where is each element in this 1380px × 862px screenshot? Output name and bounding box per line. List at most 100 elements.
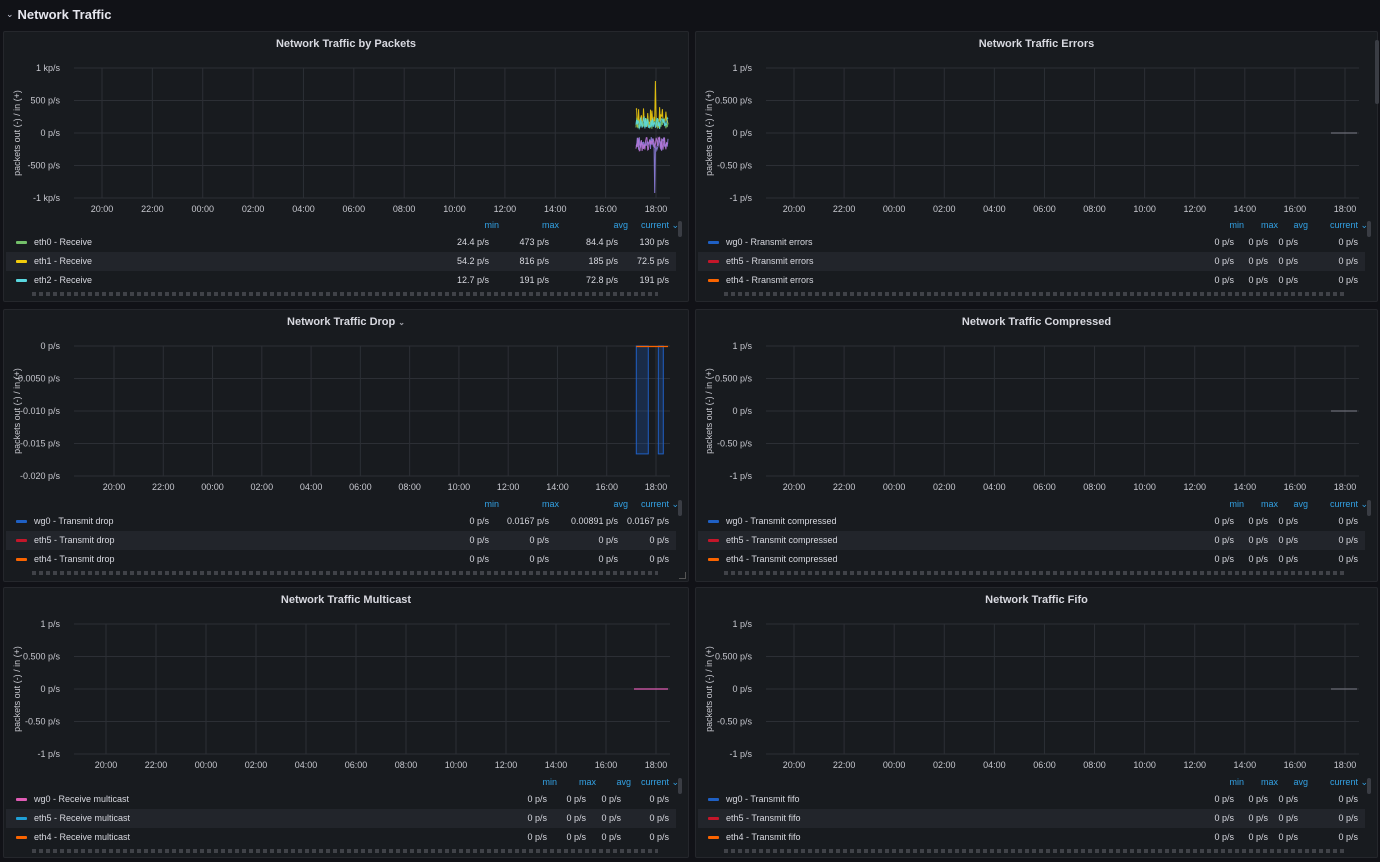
series-line[interactable] (635, 80, 669, 129)
legend-column-min[interactable]: min (542, 777, 557, 787)
legend-series-name[interactable]: eth1 - Receive (34, 256, 93, 266)
legend-row[interactable]: eth5 - Transmit compressed 0 p/s 0 p/s 0 p/… (698, 531, 1365, 550)
page-scrollbar[interactable] (1375, 40, 1379, 104)
legend-color-swatch[interactable] (708, 279, 719, 282)
panel-title[interactable]: Network Traffic Drop ⌄ (4, 316, 688, 328)
panel-network-traffic-by-packets[interactable]: Network Traffic by Packets packets out (-… (3, 31, 689, 302)
legend-scrollbar[interactable] (1367, 778, 1371, 794)
legend-series-name[interactable]: wg0 - Transmit compressed (726, 516, 837, 526)
legend-column-current[interactable]: current ⌄ (1329, 220, 1368, 230)
legend-column-min[interactable]: min (1229, 499, 1244, 509)
legend-column-max[interactable]: max (1260, 220, 1278, 230)
legend-scrollbar[interactable] (1367, 221, 1371, 237)
legend-series-name[interactable]: eth4 - Receive multicast (34, 832, 131, 842)
panel-network-traffic-multicast[interactable]: Network Traffic Multicast packets out (-)… (3, 587, 689, 858)
legend-scrollbar[interactable] (1367, 500, 1371, 516)
panel-network-traffic-drop[interactable]: Network Traffic Drop ⌄ packets out (-) / i… (3, 309, 689, 582)
legend-column-avg[interactable]: avg (613, 499, 628, 509)
legend-column-current[interactable]: current ⌄ (1329, 777, 1368, 787)
legend-column-avg[interactable]: avg (613, 220, 628, 230)
legend-column-min[interactable]: min (1229, 220, 1244, 230)
legend-series-name[interactable]: eth0 - Receive (34, 237, 93, 247)
legend-series-name[interactable]: eth5 - Transmit fifo (726, 813, 801, 823)
legend-column-min[interactable]: min (484, 499, 499, 509)
graph-area[interactable]: packets out (-) / in (+) 1 kp/s 500 p/s 0 p… (4, 32, 689, 222)
legend-color-swatch[interactable] (708, 558, 719, 561)
panel-title[interactable]: Network Traffic by Packets (4, 38, 688, 50)
legend-column-current[interactable]: current ⌄ (640, 777, 679, 787)
series-line[interactable] (635, 136, 669, 152)
legend-column-max[interactable]: max (541, 220, 559, 230)
graph-area[interactable]: packets out (-) / in (+) 1 p/s 0.500 p/s 0 … (696, 310, 1378, 500)
legend-row[interactable]: eth5 - Transmit fifo 0 p/s 0 p/s 0 p/s 0 p/s (698, 809, 1365, 828)
legend-color-swatch[interactable] (708, 520, 719, 523)
legend-color-swatch[interactable] (16, 260, 27, 263)
legend-row[interactable]: eth4 - Rransmit errors 0 p/s 0 p/s 0 p/s 0 p… (698, 271, 1365, 290)
legend-row[interactable]: wg0 - Transmit drop 0 p/s 0.0167 p/s 0.0089… (6, 512, 676, 531)
series-bar[interactable] (635, 345, 649, 455)
legend-series-name[interactable]: eth5 - Transmit drop (34, 535, 115, 545)
legend-color-swatch[interactable] (708, 260, 719, 263)
graph-area[interactable]: packets out (-) / in (+) 0 p/s -0.0050 p/s… (4, 310, 689, 500)
legend-series-name[interactable]: eth5 - Receive multicast (34, 813, 131, 823)
legend-column-avg[interactable]: avg (616, 777, 631, 787)
series-bar[interactable] (657, 345, 664, 455)
legend-scrollbar[interactable] (678, 500, 682, 516)
legend-color-swatch[interactable] (708, 241, 719, 244)
legend-series-name[interactable]: eth4 - Transmit drop (34, 554, 115, 564)
legend-column-current[interactable]: current ⌄ (640, 220, 679, 230)
resize-handle[interactable] (679, 572, 686, 579)
legend-column-current[interactable]: current ⌄ (640, 499, 679, 509)
legend-row[interactable]: eth0 - Receive 24.4 p/s 473 p/s 84.4 p/s 130… (6, 233, 676, 252)
legend-column-max[interactable]: max (578, 777, 596, 787)
panel-title[interactable]: Network Traffic Fifo (696, 594, 1377, 606)
legend-column-max[interactable]: max (541, 499, 559, 509)
legend-color-swatch[interactable] (16, 817, 27, 820)
chevron-down-icon[interactable]: ⌄ (398, 318, 405, 327)
legend-row[interactable]: eth4 - Transmit drop 0 p/s 0 p/s 0 p/s 0 p/s (6, 550, 676, 569)
legend-column-current[interactable]: current ⌄ (1329, 499, 1368, 509)
legend-row[interactable]: wg0 - Transmit compressed 0 p/s 0 p/s 0 p/s… (698, 512, 1365, 531)
legend-row[interactable]: eth4 - Transmit compressed 0 p/s 0 p/s 0 p/… (698, 550, 1365, 569)
row-header-network-traffic[interactable]: ⌄ Network Traffic (0, 0, 1380, 28)
legend-color-swatch[interactable] (708, 817, 719, 820)
legend-color-swatch[interactable] (16, 558, 27, 561)
legend-series-name[interactable]: eth5 - Rransmit errors (726, 256, 814, 266)
legend-scrollbar[interactable] (678, 778, 682, 794)
panel-title[interactable]: Network Traffic Multicast (4, 594, 688, 606)
legend-column-min[interactable]: min (484, 220, 499, 230)
legend-row[interactable]: eth5 - Receive multicast 0 p/s 0 p/s 0 p/s 0… (6, 809, 676, 828)
legend-series-name[interactable]: eth4 - Transmit fifo (726, 832, 801, 842)
panel-network-traffic-fifo[interactable]: Network Traffic Fifo packets out (-) / in… (695, 587, 1378, 858)
graph-area[interactable]: packets out (-) / in (+) 1 p/s 0.500 p/s 0 … (4, 588, 689, 778)
legend-row[interactable]: eth1 - Receive 54.2 p/s 816 p/s 185 p/s 72.5… (6, 252, 676, 271)
graph-area[interactable]: packets out (-) / in (+) 1 p/s 0.500 p/s 0 … (696, 588, 1378, 778)
legend-series-name[interactable]: wg0 - Rransmit errors (726, 237, 813, 247)
legend-column-max[interactable]: max (1260, 499, 1278, 509)
legend-row[interactable]: wg0 - Transmit fifo 0 p/s 0 p/s 0 p/s 0 p/s (698, 790, 1365, 809)
legend-column-min[interactable]: min (1229, 777, 1244, 787)
legend-series-name[interactable]: eth4 - Rransmit errors (726, 275, 814, 285)
legend-series-name[interactable]: wg0 - Transmit fifo (726, 794, 800, 804)
legend-series-name[interactable]: eth4 - Transmit compressed (726, 554, 838, 564)
series-line[interactable] (635, 115, 669, 131)
legend-row[interactable]: wg0 - Rransmit errors 0 p/s 0 p/s 0 p/s 0 p/… (698, 233, 1365, 252)
panel-title[interactable]: Network Traffic Errors (696, 38, 1377, 50)
legend-series-name[interactable]: eth5 - Transmit compressed (726, 535, 838, 545)
legend-color-swatch[interactable] (16, 539, 27, 542)
legend-series-name[interactable]: wg0 - Transmit drop (34, 516, 114, 526)
panel-network-traffic-errors[interactable]: Network Traffic Errors packets out (-) / … (695, 31, 1378, 302)
legend-series-name[interactable]: wg0 - Receive multicast (34, 794, 130, 804)
legend-column-avg[interactable]: avg (1293, 499, 1308, 509)
legend-row[interactable]: eth5 - Rransmit errors 0 p/s 0 p/s 0 p/s 0 p… (698, 252, 1365, 271)
legend-color-swatch[interactable] (16, 836, 27, 839)
panel-network-traffic-compressed[interactable]: Network Traffic Compressed packets out (-… (695, 309, 1378, 582)
legend-color-swatch[interactable] (708, 539, 719, 542)
legend-row[interactable]: eth4 - Receive multicast 0 p/s 0 p/s 0 p/s 0… (6, 828, 676, 847)
legend-color-swatch[interactable] (16, 798, 27, 801)
legend-column-avg[interactable]: avg (1293, 220, 1308, 230)
legend-color-swatch[interactable] (16, 279, 27, 282)
legend-color-swatch[interactable] (16, 520, 27, 523)
legend-row[interactable]: eth2 - Receive 12.7 p/s 191 p/s 72.8 p/s 191… (6, 271, 676, 290)
legend-row[interactable]: eth4 - Transmit fifo 0 p/s 0 p/s 0 p/s 0 p/s (698, 828, 1365, 847)
